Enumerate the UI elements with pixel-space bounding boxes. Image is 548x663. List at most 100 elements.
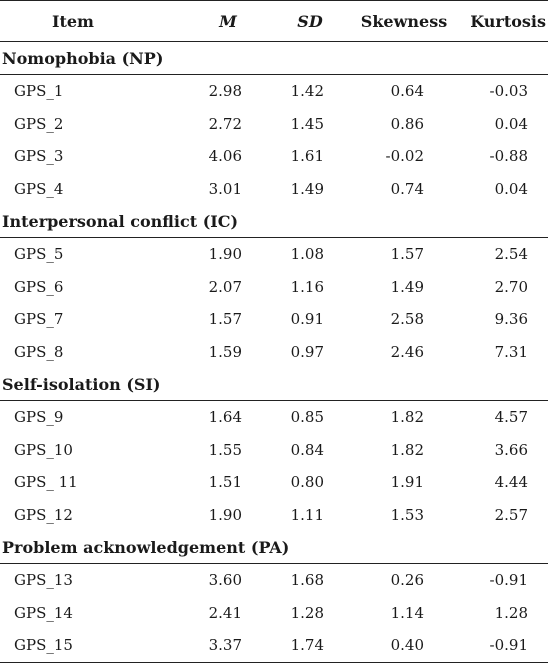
group-header-row: Nomophobia (NP) (0, 41, 548, 75)
group-header-row: Problem acknowledgement (PA) (0, 531, 548, 564)
header-sd: SD (270, 0, 350, 42)
cell-item: GPS_6 (14, 277, 64, 296)
header-item: Item (0, 0, 186, 42)
cell-sd: 1.08 (290, 245, 324, 264)
cell-item: GPS_14 (14, 603, 73, 622)
cell-skewness: 2.46 (390, 342, 424, 361)
table-row: GPS_8 1.59 0.97 2.46 7.31 (0, 336, 548, 369)
cell-item: GPS_4 (14, 179, 64, 198)
cell-skewness: 0.86 (390, 114, 424, 133)
cell-mean: 1.57 (208, 310, 242, 329)
table-row: GPS_10 1.55 0.84 1.82 3.66 (0, 434, 548, 467)
cell-sd: 1.68 (290, 571, 324, 590)
cell-mean: 3.60 (208, 571, 242, 590)
cell-skewness: 1.49 (390, 277, 424, 296)
cell-mean: 2.41 (208, 603, 242, 622)
table-row: GPS_1 2.98 1.42 0.64 -0.03 (0, 75, 548, 108)
table-row: GPS_15 3.37 1.74 0.40 -0.91 (0, 629, 548, 663)
cell-sd: 0.80 (290, 473, 324, 492)
cell-kurtosis: 4.44 (494, 473, 528, 492)
cell-sd: 1.74 (270, 629, 350, 663)
table-row: GPS_14 2.41 1.28 1.14 1.28 (0, 597, 548, 630)
cell-item: GPS_9 (14, 408, 64, 427)
cell-kurtosis: 1.28 (494, 603, 528, 622)
cell-mean: 1.90 (208, 245, 242, 264)
header-kurtosis: Kurtosis (458, 0, 548, 42)
cell-skewness: 0.74 (390, 179, 424, 198)
cell-kurtosis: -0.91 (489, 571, 528, 590)
cell-item: GPS_2 (14, 114, 64, 133)
table-row: GPS_2 2.72 1.45 0.86 0.04 (0, 108, 548, 141)
group-title: Nomophobia (NP) (0, 41, 548, 75)
cell-item: GPS_8 (14, 342, 64, 361)
cell-item: GPS_10 (14, 440, 73, 459)
cell-sd: 1.45 (290, 114, 324, 133)
cell-skewness: 1.14 (390, 603, 424, 622)
cell-skewness: 2.58 (390, 310, 424, 329)
cell-sd: 1.16 (290, 277, 324, 296)
cell-item: GPS_12 (14, 505, 73, 524)
cell-sd: 1.49 (290, 179, 324, 198)
cell-kurtosis: 2.70 (494, 277, 528, 296)
table-row: GPS_13 3.60 1.68 0.26 -0.91 (0, 564, 548, 597)
group-title: Self-isolation (SI) (0, 368, 548, 401)
cell-skewness: 1.82 (390, 408, 424, 427)
header-skewness: Skewness (350, 0, 458, 42)
table-row: GPS_7 1.57 0.91 2.58 9.36 (0, 303, 548, 336)
table-row: GPS_4 3.01 1.49 0.74 0.04 (0, 173, 548, 206)
cell-item: GPS_7 (14, 310, 64, 329)
cell-kurtosis: 7.31 (494, 342, 528, 361)
cell-mean: 1.59 (208, 342, 242, 361)
cell-item: GPS_5 (14, 245, 64, 264)
cell-item: GPS_15 (0, 629, 186, 663)
cell-kurtosis: 2.57 (494, 505, 528, 524)
group-title: Interpersonal conflict (IC) (0, 205, 548, 238)
cell-sd: 0.91 (290, 310, 324, 329)
group-header-row: Self-isolation (SI) (0, 368, 548, 401)
group-title: Problem acknowledgement (PA) (0, 531, 548, 564)
cell-skewness: 0.40 (350, 629, 458, 663)
cell-skewness: 1.91 (390, 473, 424, 492)
table-row: GPS_12 1.90 1.11 1.53 2.57 (0, 499, 548, 532)
cell-kurtosis: 3.66 (494, 440, 528, 459)
cell-mean: 1.64 (208, 408, 242, 427)
cell-kurtosis: 4.57 (494, 408, 528, 427)
cell-mean: 2.98 (208, 82, 242, 101)
cell-sd: 0.97 (290, 342, 324, 361)
header-row: Item M SD Skewness Kurtosis (0, 0, 548, 42)
cell-item: GPS_ 11 (14, 473, 78, 492)
table-row: GPS_9 1.64 0.85 1.82 4.57 (0, 401, 548, 434)
table-row: GPS_ 11 1.51 0.80 1.91 4.44 (0, 466, 548, 499)
cell-sd: 1.42 (290, 82, 324, 101)
table-row: GPS_3 4.06 1.61 -0.02 -0.88 (0, 140, 548, 173)
cell-item: GPS_3 (14, 147, 64, 166)
cell-mean: 2.72 (208, 114, 242, 133)
cell-kurtosis: -0.88 (489, 147, 528, 166)
cell-sd: 1.61 (290, 147, 324, 166)
cell-mean: 3.37 (186, 629, 270, 663)
cell-item: GPS_1 (14, 82, 64, 101)
cell-skewness: -0.02 (385, 147, 424, 166)
table-header: Item M SD Skewness Kurtosis (0, 0, 548, 42)
cell-sd: 1.28 (290, 603, 324, 622)
header-mean: M (186, 0, 270, 42)
cell-mean: 1.55 (208, 440, 242, 459)
cell-skewness: 1.53 (390, 505, 424, 524)
cell-mean: 1.51 (208, 473, 242, 492)
cell-kurtosis: 0.04 (494, 114, 528, 133)
cell-skewness: 1.57 (390, 245, 424, 264)
cell-skewness: 0.26 (390, 571, 424, 590)
cell-mean: 1.90 (208, 505, 242, 524)
cell-mean: 4.06 (208, 147, 242, 166)
table-row: GPS_6 2.07 1.16 1.49 2.70 (0, 271, 548, 304)
cell-kurtosis: -0.91 (458, 629, 548, 663)
table-body: Nomophobia (NP) GPS_1 2.98 1.42 0.64 -0.03 GPS… (0, 41, 548, 663)
cell-skewness: 0.64 (390, 82, 424, 101)
cell-mean: 2.07 (208, 277, 242, 296)
cell-sd: 1.11 (290, 505, 324, 524)
cell-skewness: 1.82 (390, 440, 424, 459)
cell-sd: 0.85 (290, 408, 324, 427)
cell-kurtosis: 0.04 (494, 179, 528, 198)
cell-kurtosis: 9.36 (494, 310, 528, 329)
